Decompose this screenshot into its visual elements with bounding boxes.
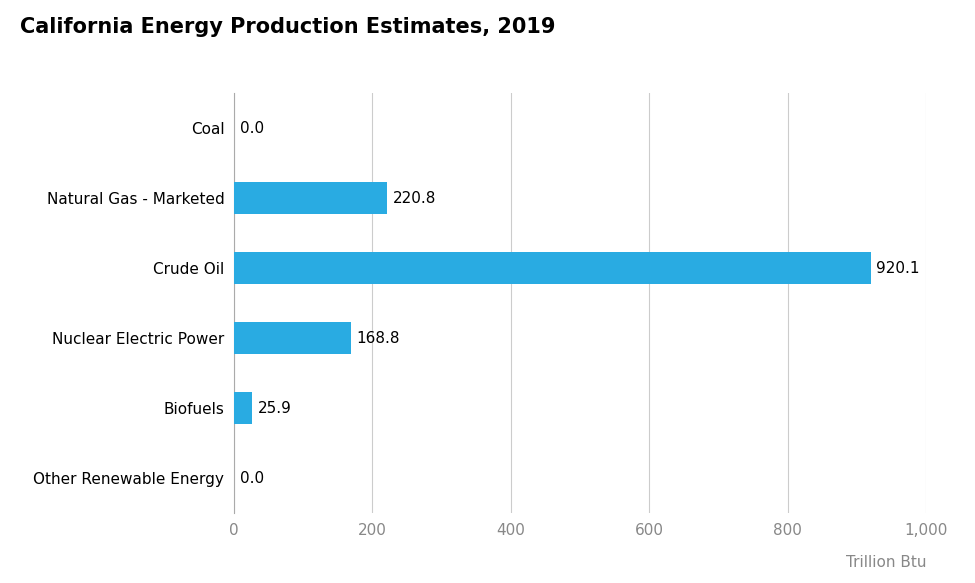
Text: 25.9: 25.9 <box>257 401 292 416</box>
Bar <box>234 182 387 214</box>
Text: California Energy Production Estimates, 2019: California Energy Production Estimates, … <box>20 17 555 37</box>
Text: 0.0: 0.0 <box>240 121 263 136</box>
Text: 920.1: 920.1 <box>877 261 920 276</box>
Bar <box>234 392 252 424</box>
Text: Trillion Btu: Trillion Btu <box>845 555 926 570</box>
Bar <box>234 252 871 284</box>
Bar <box>234 322 351 354</box>
Text: 220.8: 220.8 <box>392 191 436 206</box>
Text: 0.0: 0.0 <box>240 470 263 486</box>
Text: 168.8: 168.8 <box>357 331 400 346</box>
